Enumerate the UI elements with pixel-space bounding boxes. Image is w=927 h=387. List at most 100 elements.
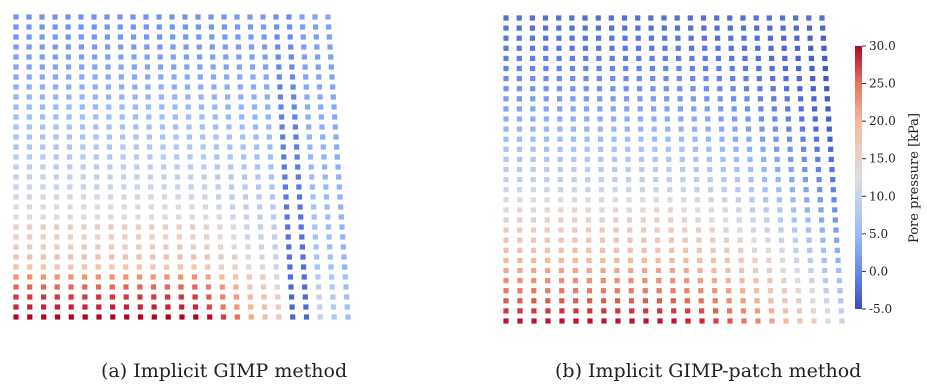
material-point xyxy=(680,167,685,172)
material-point xyxy=(289,54,294,59)
material-point xyxy=(40,174,45,179)
material-point xyxy=(699,308,704,313)
material-point xyxy=(690,76,695,81)
material-point xyxy=(768,46,773,51)
material-point xyxy=(313,234,318,239)
colorbar-gradient xyxy=(855,46,862,309)
material-point xyxy=(601,278,606,283)
material-point xyxy=(716,66,721,71)
material-point xyxy=(213,134,218,139)
material-point xyxy=(328,264,333,269)
material-point xyxy=(782,56,787,61)
material-point xyxy=(679,147,684,152)
material-point xyxy=(333,124,338,129)
material-point xyxy=(600,258,605,263)
colorbar-label: Pore pressure [kPa] xyxy=(907,113,922,243)
material-point xyxy=(41,294,46,299)
material-point xyxy=(184,64,189,69)
material-point xyxy=(706,147,711,152)
material-point xyxy=(639,167,644,172)
material-point xyxy=(503,157,508,162)
material-point xyxy=(503,187,508,192)
material-point xyxy=(165,284,170,289)
material-point xyxy=(306,114,311,119)
material-point xyxy=(503,26,508,31)
material-point xyxy=(169,14,174,19)
material-point xyxy=(723,228,728,233)
material-point xyxy=(530,15,535,20)
material-point xyxy=(309,174,314,179)
material-point xyxy=(699,318,704,323)
material-point xyxy=(109,234,114,239)
material-point xyxy=(584,127,589,132)
material-point xyxy=(188,174,193,179)
material-point xyxy=(307,144,312,149)
material-point xyxy=(503,137,508,142)
material-point xyxy=(189,194,194,199)
material-point xyxy=(118,54,123,59)
material-point xyxy=(144,24,149,29)
material-point xyxy=(666,157,671,162)
material-point xyxy=(773,137,778,142)
material-point xyxy=(586,248,591,253)
material-point xyxy=(110,284,115,289)
material-point xyxy=(303,74,308,79)
material-point xyxy=(777,197,782,202)
material-point xyxy=(774,147,779,152)
material-point xyxy=(261,284,266,289)
material-point xyxy=(230,214,235,219)
material-point xyxy=(135,214,140,219)
material-point xyxy=(573,308,578,313)
material-point xyxy=(121,194,126,199)
material-point xyxy=(173,114,178,119)
material-point xyxy=(81,184,86,189)
material-point xyxy=(53,84,58,89)
material-point xyxy=(40,164,45,169)
material-point xyxy=(162,204,167,209)
material-point xyxy=(110,274,115,279)
material-point xyxy=(583,36,588,41)
material-point xyxy=(614,248,619,253)
material-point xyxy=(254,144,259,149)
material-point xyxy=(198,74,203,79)
material-point xyxy=(543,46,548,51)
material-point xyxy=(325,214,330,219)
material-point xyxy=(224,64,229,69)
material-point xyxy=(600,228,605,233)
material-point xyxy=(13,104,18,109)
material-point xyxy=(663,66,668,71)
material-point xyxy=(284,204,289,209)
material-point xyxy=(247,14,252,19)
material-point xyxy=(689,56,694,61)
material-point xyxy=(283,184,288,189)
material-point xyxy=(657,318,662,323)
material-point xyxy=(771,96,776,101)
material-point xyxy=(54,244,59,249)
material-point xyxy=(627,238,632,243)
material-point xyxy=(300,244,305,249)
material-point xyxy=(664,106,669,111)
material-point xyxy=(281,154,286,159)
material-point xyxy=(13,294,18,299)
material-point xyxy=(640,187,645,192)
material-point xyxy=(53,74,58,79)
material-point xyxy=(136,254,141,259)
material-point xyxy=(718,106,723,111)
material-point xyxy=(223,44,228,49)
material-point xyxy=(655,248,660,253)
material-point xyxy=(122,204,127,209)
material-point xyxy=(652,137,657,142)
material-point xyxy=(178,274,183,279)
material-point xyxy=(67,154,72,159)
material-point xyxy=(760,137,765,142)
material-point xyxy=(599,177,604,182)
material-point xyxy=(716,56,721,61)
material-point xyxy=(531,167,536,172)
material-point xyxy=(666,167,671,172)
material-point xyxy=(767,26,772,31)
material-point xyxy=(257,204,262,209)
material-point xyxy=(41,214,46,219)
material-point xyxy=(147,124,152,129)
material-point xyxy=(545,207,550,212)
material-point xyxy=(786,127,791,132)
